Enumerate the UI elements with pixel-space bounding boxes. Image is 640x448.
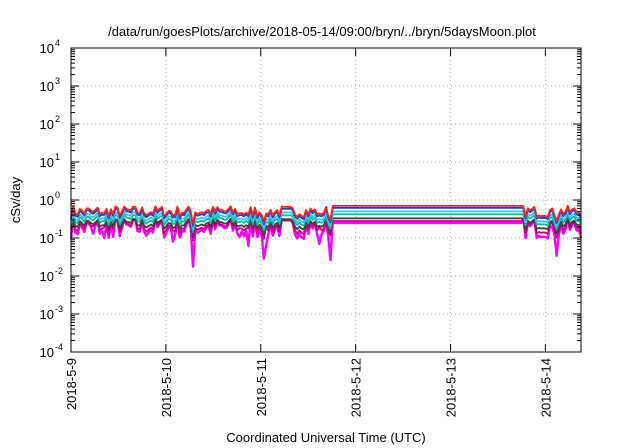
y-tick-label: 10	[40, 231, 54, 246]
x-tick-label: 2018-5-11	[254, 358, 269, 416]
x-axis: 2018-5-9 2018-5-10 2018-5-11 2018-5-12 2018-…	[64, 48, 553, 417]
series-line	[70, 204, 582, 225]
y-axis-label: cSv/day	[8, 176, 23, 223]
x-tick-label: 2018-5-12	[349, 358, 364, 417]
chart-title: /data/run/goesPlots/archive/2018-05-14/0…	[108, 24, 536, 39]
grid-lines	[71, 48, 581, 352]
series-line	[70, 217, 582, 238]
x-tick-label: 2018-5-10	[159, 358, 174, 417]
y-tick-label: 10	[40, 155, 54, 170]
x-tick-label: 2018-5-13	[444, 358, 459, 417]
y-tick-exponent: 2	[55, 114, 60, 124]
y-tick-label: 10	[40, 345, 54, 360]
y-tick-exponent: 1	[55, 152, 60, 162]
y-tick-exponent: -3	[55, 304, 63, 314]
y-tick-label: 10	[40, 307, 54, 322]
y-tick-exponent: 4	[55, 38, 60, 48]
y-tick-label: 10	[40, 193, 54, 208]
y-tick-label: 10	[40, 269, 54, 284]
y-tick-exponent: -1	[55, 228, 63, 238]
y-tick-label: 10	[40, 79, 54, 94]
y-tick-exponent: -2	[55, 266, 63, 276]
y-tick-exponent: 0	[55, 190, 60, 200]
x-tick-label: 2018-5-14	[538, 358, 553, 417]
y-tick-label: 10	[40, 117, 54, 132]
y-tick-label: 10	[40, 41, 54, 56]
y-tick-exponent: -4	[55, 342, 63, 352]
data-series	[69, 204, 583, 268]
y-tick-exponent: 3	[55, 76, 60, 86]
x-tick-label: 2018-5-9	[64, 358, 79, 410]
x-axis-label: Coordinated Universal Time (UTC)	[226, 430, 425, 445]
